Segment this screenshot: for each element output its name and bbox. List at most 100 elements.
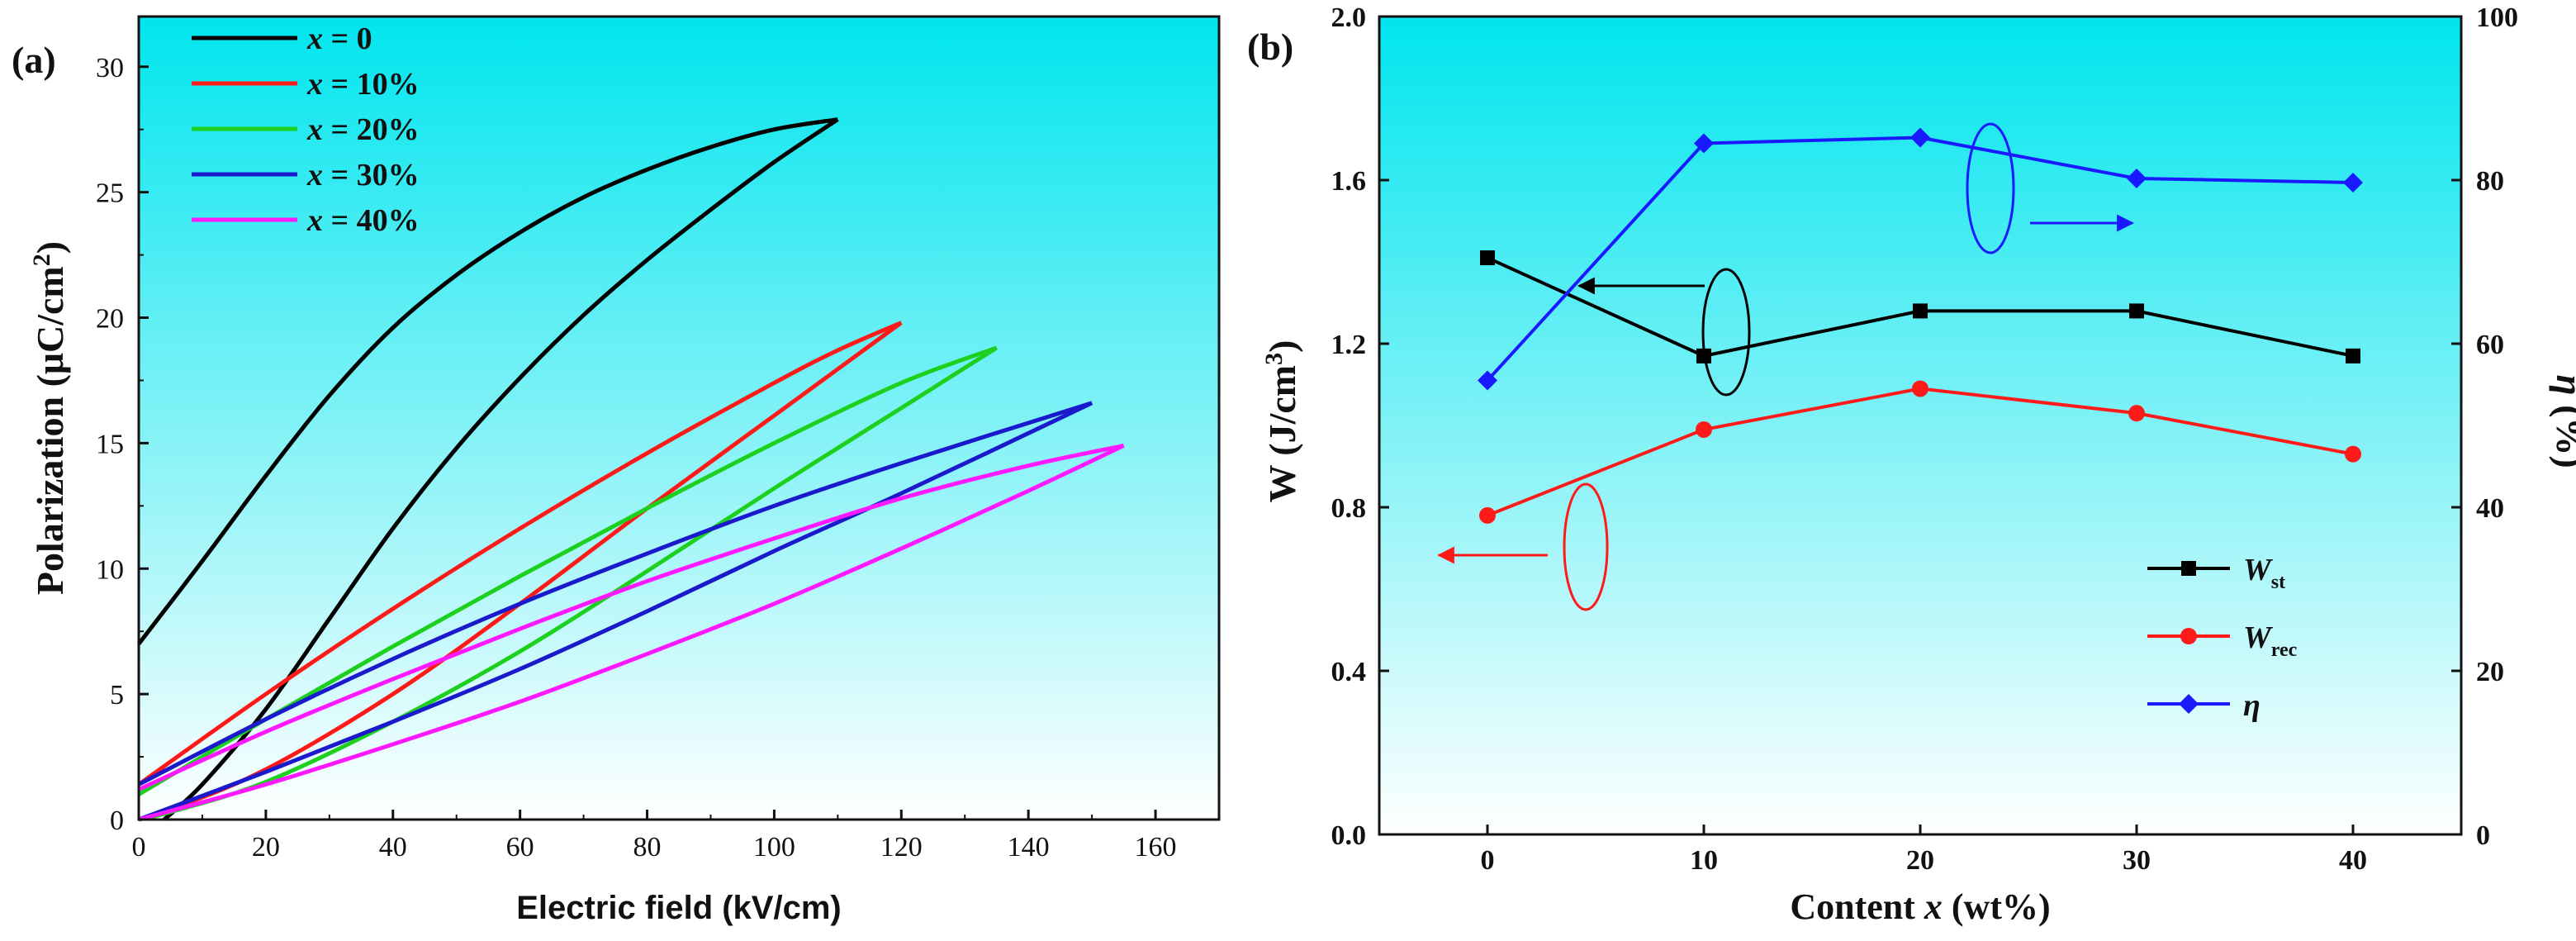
y-axis-title-b-right-rest: (%) (2549, 396, 2576, 468)
y-tick-label-b-right: 0 (2476, 820, 2490, 851)
y-tick-label-a: 15 (96, 429, 124, 459)
data-point-square (2346, 348, 2360, 364)
x-tick-label-b: 0 (1481, 845, 1495, 876)
legend-b-label-1: Wrec (2243, 620, 2298, 661)
data-point-circle (1479, 506, 1496, 524)
legend-a-label-4: x = 40% (306, 203, 420, 238)
loop-lower-branch-0 (163, 117, 839, 821)
plot-area-b (1379, 17, 2461, 834)
y-axis-title-a-main: Polarization (μC/cm (29, 266, 71, 595)
legend-a-value: = 40% (323, 203, 420, 238)
x-axis-title-b: Content x (wt%) (1790, 886, 2050, 927)
legend-a: x = 0x = 10%x = 20%x = 30%x = 40% (192, 21, 420, 238)
legend-b-label-0: Wst (2243, 553, 2285, 593)
y-tick-label-b-left: 2.0 (1331, 2, 1367, 33)
x-tick-label-a: 60 (506, 832, 534, 863)
legend-b-var: η (2243, 688, 2261, 723)
y-tick-label-a: 20 (96, 304, 124, 335)
legend-b-var: W (2243, 620, 2274, 655)
x-tick-label-a: 100 (753, 832, 795, 863)
legend-a-label-2: x = 20% (306, 112, 420, 147)
panel-label-b: (b) (1247, 26, 1293, 68)
y-tick-label-b-right: 80 (2476, 166, 2504, 197)
legend-b-sub: rec (2271, 639, 2298, 661)
legend-a-value: = 0 (323, 21, 372, 56)
legend-a-label-1: x = 10% (306, 67, 420, 102)
legend-a-var: x (306, 203, 323, 238)
loop-upper-branch-4 (137, 443, 1125, 791)
legend-b-marker-1 (2180, 628, 2197, 644)
data-point-diamond (1694, 133, 1714, 154)
panel-label-a: (a) (12, 39, 56, 81)
wrec-ellipse (1563, 482, 1609, 611)
data-point-circle (1912, 380, 1928, 397)
axes-frame-b (1378, 15, 2463, 836)
wst-ellipse (1701, 268, 1751, 397)
x-tick-label-b: 20 (1906, 845, 1934, 876)
data-point-square (1696, 348, 1711, 364)
y-axis-title-b-close: ) (1261, 340, 1303, 353)
data-point-diamond (2127, 169, 2147, 189)
data-point-square (2129, 303, 2144, 319)
x-axis-title-a: Electric field (kV/cm) (516, 890, 841, 926)
x-tick-label-a: 20 (252, 832, 280, 863)
annotations-b (1436, 122, 2135, 611)
loop-upper-branch-1 (137, 321, 903, 787)
x-tick-label-b: 30 (2123, 845, 2151, 876)
x-tick-label-a: 0 (132, 832, 146, 863)
y-axis-title-b: W (J/cm3) (1260, 340, 1303, 503)
legend-a-var: x (306, 158, 323, 192)
y-tick-label-b-right: 100 (2476, 2, 2518, 33)
data-point-circle (2345, 445, 2361, 463)
b-ticks: 0 10 20 30 40 0.0 0.4 0.8 1.2 1.6 2.0 0 20 40 60 80 100 (1331, 2, 2519, 876)
y-axis-title-a: Polarization (μC/cm2) (28, 241, 71, 595)
y-tick-label-b-left: 1.2 (1331, 330, 1367, 360)
x-tick-label-a: 40 (379, 832, 407, 863)
y-axis-title-b-right: η (%) (2549, 374, 2576, 468)
y-tick-label-b-left: 0.4 (1331, 657, 1367, 687)
y-tick-label-b-left: 1.6 (1331, 166, 1367, 197)
y-axis-title-a-close: ) (29, 241, 71, 254)
panel-a: 0 20 40 60 80 100 120 140 160 0 5 10 15 20 25 30 (a) El… (12, 15, 1221, 926)
x-tick-label-a: 140 (1008, 832, 1050, 863)
legend-b-marker-0 (2181, 561, 2196, 576)
y-tick-label-b-right: 20 (2476, 657, 2504, 687)
y-tick-label-a: 5 (110, 680, 124, 711)
legend-a-value: = 10% (323, 67, 420, 102)
y-tick-label-a: 25 (96, 178, 124, 209)
eta-ellipse (1966, 122, 2015, 254)
data-point-circle (2128, 405, 2145, 422)
y-tick-label-a: 0 (110, 806, 124, 836)
a-ticks: 0 20 40 60 80 100 120 140 160 0 5 10 15 20 25 30 (96, 53, 1177, 863)
y-tick-label-b-left: 0.8 (1331, 493, 1367, 524)
legend-a-value: = 20% (323, 112, 420, 147)
data-point-diamond (1478, 370, 1497, 391)
loop-lower-branch-3 (138, 401, 1093, 822)
b-series (1478, 127, 2363, 524)
data-point-circle (1696, 421, 1712, 438)
y-axis-title-b-right-var: η (2549, 374, 2576, 395)
x-tick-label-a: 120 (880, 832, 923, 863)
legend-a-var: x (306, 112, 323, 147)
legend-b-var: W (2243, 553, 2274, 587)
y-axis-title-b-sup: 3 (1260, 353, 1288, 365)
panel-b: 0 10 20 30 400.00.40.81.21.62.0020406080100 … (1247, 2, 2576, 927)
y-axis-title-b-main: W (J/cm (1261, 365, 1303, 503)
y-tick-label-b-right: 60 (2476, 330, 2504, 360)
x-tick-label-a: 160 (1135, 832, 1177, 863)
x-tick-label-b: 10 (1690, 845, 1718, 876)
loop-upper-branch-3 (137, 401, 1093, 787)
x-axis-title-b-post: (wt%) (1943, 886, 2051, 927)
loop-lower-branch-4 (138, 444, 1125, 822)
legend-b-marker-2 (2179, 694, 2199, 714)
legend-a-label-0: x = 0 (306, 21, 372, 56)
legend-a-value: = 30% (323, 158, 420, 192)
loop-upper-branch-0 (137, 117, 838, 645)
y-axis-title-a-sup: 2 (28, 254, 55, 266)
legend-a-var: x (306, 21, 323, 56)
legend-a-var: x (306, 67, 323, 102)
y-tick-label-b-right: 40 (2476, 493, 2504, 524)
y-tick-label-a: 30 (96, 53, 124, 83)
data-point-diamond (2343, 172, 2363, 192)
